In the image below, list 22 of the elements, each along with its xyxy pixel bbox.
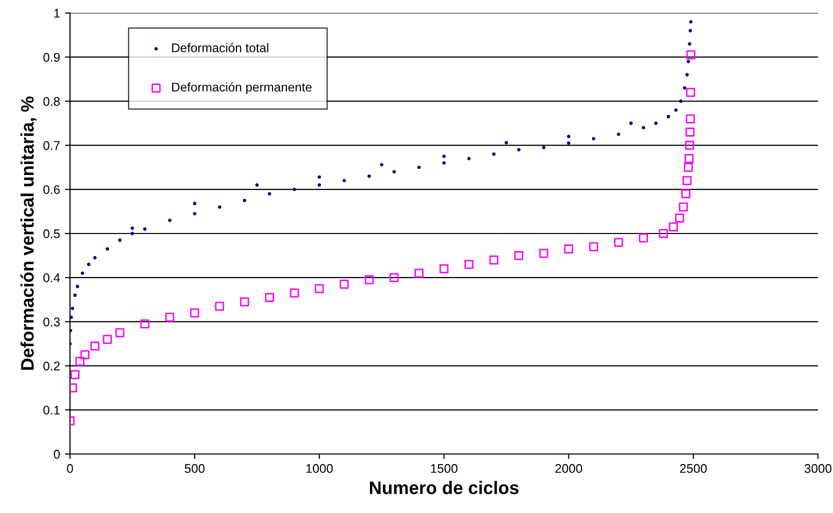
x-axis-title: Numero de ciclos [370, 480, 519, 494]
y-tick-label: 0.8 [43, 97, 60, 106]
legend-label: Deformación total [172, 42, 268, 52]
y-tick-label: 1 [54, 8, 60, 18]
y-tick-label: 0.3 [43, 318, 60, 326]
y-tick-label: 0.1 [43, 406, 60, 415]
y-tick-label: 0 [54, 450, 60, 459]
y-tick-label: 0.9 [43, 52, 60, 62]
x-tick-label: 1000 [306, 464, 333, 473]
y-tick-label: 0.7 [43, 141, 60, 150]
y-tick-label: 0.6 [43, 185, 60, 194]
y-tick-label: 0.4 [43, 273, 60, 282]
y-tick-label: 0.5 [43, 229, 60, 238]
y-tick-label: 0.2 [43, 362, 60, 370]
x-tick-label: 0 [67, 464, 73, 473]
legend-label: Deformación permanente [172, 82, 312, 94]
x-tick-label: 1500 [431, 464, 458, 473]
y-axis-title: Deformación vertical unitaria, % [20, 96, 36, 370]
x-tick-label: 3000 [804, 464, 832, 473]
x-tick-label: 500 [184, 464, 205, 473]
x-tick-label: 2500 [680, 464, 707, 473]
x-tick-label: 2000 [555, 464, 582, 473]
